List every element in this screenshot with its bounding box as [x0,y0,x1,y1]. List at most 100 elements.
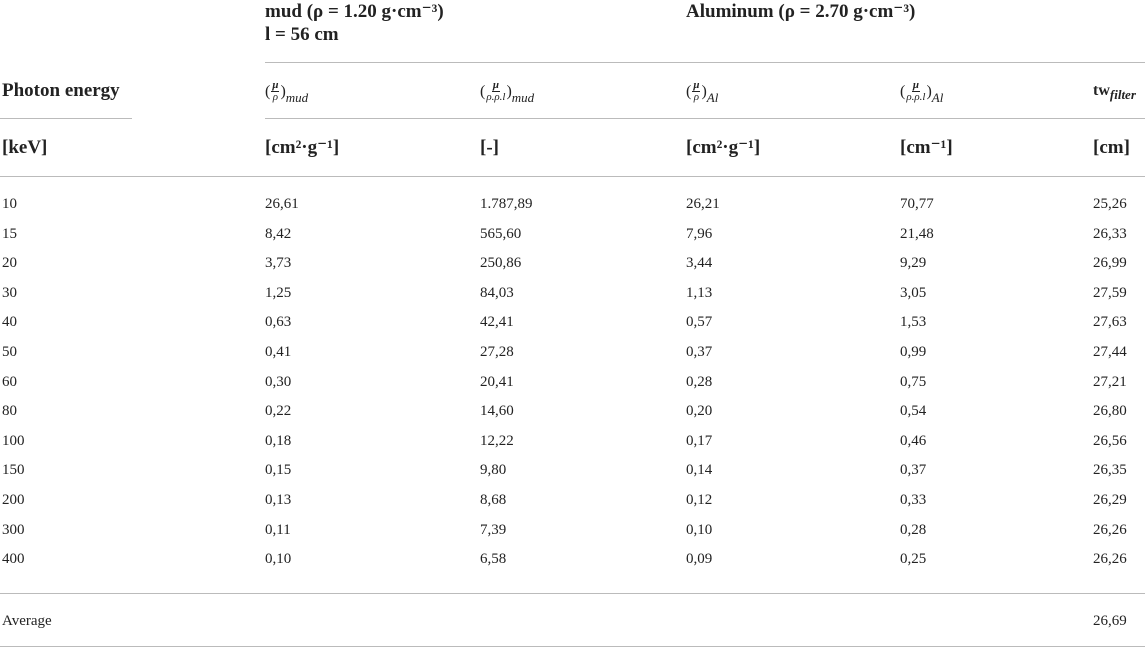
symbol-subscript: mud [285,89,309,105]
table-cell: 0,28 [900,521,927,538]
column-symbol: (μ ρ.ρ.l) Al [900,79,943,105]
table-cell: 0,28 [686,373,713,390]
symbol-base: tw [1093,82,1110,99]
column-symbol: tw filter [1093,80,1136,102]
group-rule [265,62,1145,63]
table-cell: 0,22 [265,403,292,420]
symbol-numerator: μ [911,79,920,92]
table-cell: 0,10 [265,551,292,568]
table-cell: 0,20 [686,403,713,420]
column-symbol: (μ ρ.ρ.l) mud [480,80,534,105]
row-header: Photon energy [2,80,120,101]
table-cell: 7,96 [686,225,713,242]
symbol-subscript: mud [511,89,535,105]
table-cell: 26,29 [1093,492,1127,508]
table-cell: 25,26 [1093,196,1127,212]
table-cell: 80 [2,403,17,420]
body-bottom-rule [0,593,1145,594]
table-cell: 9,80 [480,462,507,479]
table-cell: 1,13 [686,284,713,301]
unit: [cm⁻¹] [900,137,953,158]
symbol-paren: ) [926,82,932,100]
table-cell: 27,44 [1093,344,1127,360]
symbol-numerator: μ [692,79,701,92]
table-cell: 8,68 [480,492,507,508]
table-cell: 0,09 [686,551,713,568]
unit: [cm²·g⁻¹] [686,137,761,158]
table-cell: 26,99 [1093,255,1127,272]
column-symbol: (μ ρ) mud [265,79,308,105]
table-cell: 20 [2,255,17,272]
symbol-subscript: Al [706,89,719,105]
table-cell: 0,75 [900,373,927,390]
table-cell: 0,37 [686,344,713,360]
table-cell: 0,13 [265,492,292,508]
table-cell: 100 [2,432,25,449]
table-cell: 3,05 [900,284,927,301]
table-cell: 0,10 [686,521,713,538]
table-cell: 150 [2,462,25,479]
table-cell: 27,59 [1093,284,1127,301]
table-cell: 14,60 [480,403,514,420]
symbol-numerator: μ [491,79,500,92]
table-cell: 7,39 [480,521,507,538]
table-cell: 0,63 [265,314,292,331]
group-header: l = 56 cm [265,24,339,45]
unit: [keV] [2,137,48,158]
table-cell: 0,37 [900,462,927,479]
footer-label: Average [2,613,52,629]
symbol-fraction: μ ρ.ρ.l [486,80,505,103]
table-cell: 565,60 [480,225,522,242]
symbol-denominator: ρ [272,91,279,103]
table-cell: 0,14 [686,462,713,479]
table-cell: 250,86 [480,255,522,272]
table-cell: 0,15 [265,462,292,479]
table-cell: 40 [2,314,17,331]
symbol-denominator: ρ.ρ.l [906,91,926,103]
table-cell: 12,22 [480,432,514,449]
table-cell: 0,30 [265,373,292,390]
table-cell: 26,61 [265,196,299,212]
symbol-paren: ( [686,82,692,100]
table-cell: 8,42 [265,225,292,242]
table-cell: 1.787,89 [480,196,533,212]
table-cell: 26,21 [686,196,720,212]
symbol-paren: ) [506,82,512,100]
table-cell: 10 [2,196,17,212]
table-cell: 0,46 [900,432,927,449]
table-cell: 0,17 [686,432,713,449]
unit: [-] [480,137,499,158]
header-rule [0,118,132,119]
group-header: Aluminum (ρ = 2.70 g·cm⁻³) [686,1,916,22]
symbol-numerator: μ [271,79,280,92]
table-cell: 1,25 [265,284,292,301]
table-cell: 0,18 [265,432,292,449]
table-cell: 300 [2,521,25,538]
table-cell: 3,44 [686,255,713,272]
table-cell: 21,48 [900,225,934,242]
column-symbol: (μ ρ) Al [686,79,718,105]
symbol-paren: ( [265,82,271,100]
table-bottom-rule [0,646,1145,647]
table-cell: 6,58 [480,551,507,568]
table-cell: 400 [2,551,25,568]
table-cell: 0,33 [900,492,927,508]
symbol-paren: ( [900,82,906,100]
table-cell: 27,63 [1093,314,1127,331]
table-cell: 0,99 [900,344,927,360]
table-cell: 26,56 [1093,432,1127,449]
table-cell: 9,29 [900,255,927,272]
symbol-paren: ) [280,82,286,100]
symbol-denominator: ρ.ρ.l [486,91,506,103]
table-cell: 60 [2,373,17,390]
footer-value: 26,69 [1093,613,1127,629]
table-cell: 1,53 [900,314,927,331]
table-cell: 26,26 [1093,521,1127,538]
group-header: mud (ρ = 1.20 g·cm⁻³) [265,1,444,22]
symbol-denominator: ρ [693,91,700,103]
table-cell: 0,12 [686,492,713,508]
table-cell: 0,25 [900,551,927,568]
symbol-subscript: filter [1109,87,1136,102]
